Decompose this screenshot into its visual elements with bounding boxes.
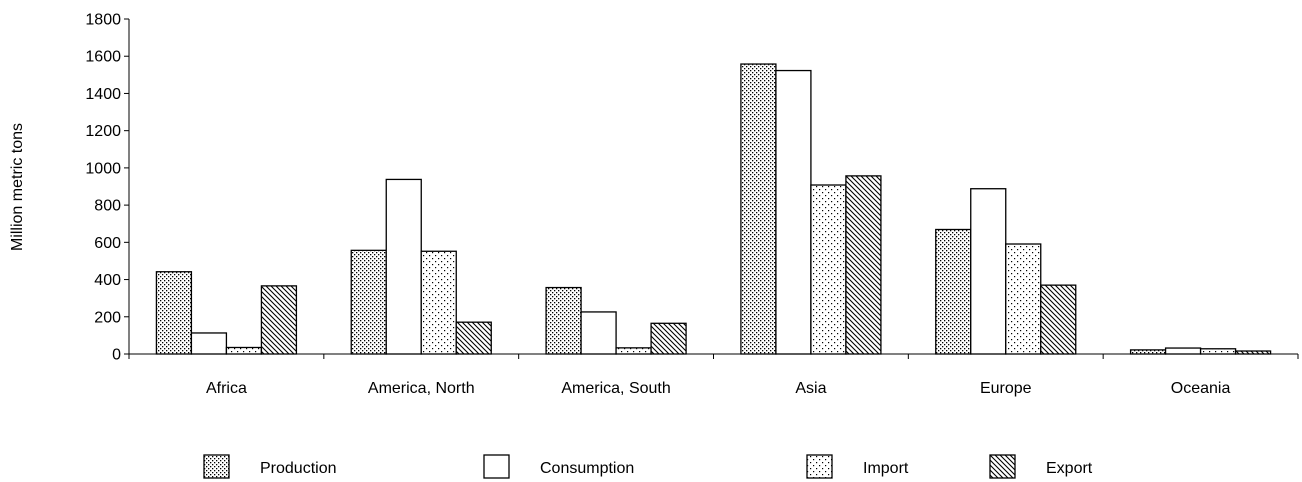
bar-import <box>1199 348 1237 355</box>
bar-consumption <box>775 69 812 355</box>
bar-export <box>1040 284 1077 355</box>
bar-consumption <box>190 332 228 355</box>
y-tick-label: 200 <box>94 309 121 326</box>
bar-production <box>935 228 972 355</box>
bar-export <box>455 321 492 355</box>
legend-label-export: Export <box>1046 460 1093 477</box>
legend-label-production: Production <box>260 460 337 477</box>
y-tick-label: 1800 <box>85 12 121 29</box>
bar-consumption <box>580 311 617 355</box>
bar-production <box>1129 349 1167 355</box>
legend: Production Consumption Import Export <box>203 454 1093 479</box>
y-axis: 0 200 400 600 800 1000 1200 1400 1600 1800 <box>85 12 130 364</box>
y-axis-title: Million metric tons <box>9 123 26 251</box>
bar-export <box>260 285 298 355</box>
bar-import <box>615 347 652 355</box>
bar-export <box>650 322 687 355</box>
legend-swatch-production <box>203 454 230 479</box>
bar-export <box>845 175 882 355</box>
legend-swatch-consumption <box>483 454 510 479</box>
bar-import <box>420 250 457 355</box>
x-tick-label: Oceania <box>1171 380 1231 397</box>
bars-group <box>155 63 1272 355</box>
bar-import <box>1005 243 1042 355</box>
y-tick-label: 1000 <box>85 160 121 177</box>
y-tick-label: 600 <box>94 235 121 252</box>
x-tick-label: Africa <box>206 380 247 397</box>
bar-export <box>1234 350 1272 355</box>
x-tick-label: Europe <box>980 380 1032 397</box>
y-tick-label: 1200 <box>85 123 121 140</box>
y-tick-label: 1600 <box>85 49 121 66</box>
bar-import <box>225 346 263 355</box>
bar-consumption <box>385 178 422 355</box>
legend-swatch-export <box>989 454 1016 479</box>
bar-production <box>155 271 193 355</box>
y-tick-label: 800 <box>94 198 121 215</box>
bar-import <box>810 184 847 355</box>
y-tick-label: 1400 <box>85 86 121 103</box>
y-tick-label: 400 <box>94 272 121 289</box>
legend-label-import: Import <box>863 460 909 477</box>
x-tick-label: Asia <box>795 380 826 397</box>
bar-production <box>350 249 387 355</box>
bar-consumption <box>1164 347 1202 355</box>
legend-swatch-import <box>806 454 833 479</box>
x-tick-label: America, North <box>368 380 475 397</box>
y-tick-label: 0 <box>112 347 121 364</box>
bar-production <box>545 286 582 355</box>
bar-consumption <box>970 188 1007 355</box>
legend-label-consumption: Consumption <box>540 460 634 477</box>
bar-production <box>740 63 777 355</box>
x-tick-label: America, South <box>561 380 670 397</box>
x-axis: Africa America, North America, South Asia Eu… <box>128 353 1299 397</box>
